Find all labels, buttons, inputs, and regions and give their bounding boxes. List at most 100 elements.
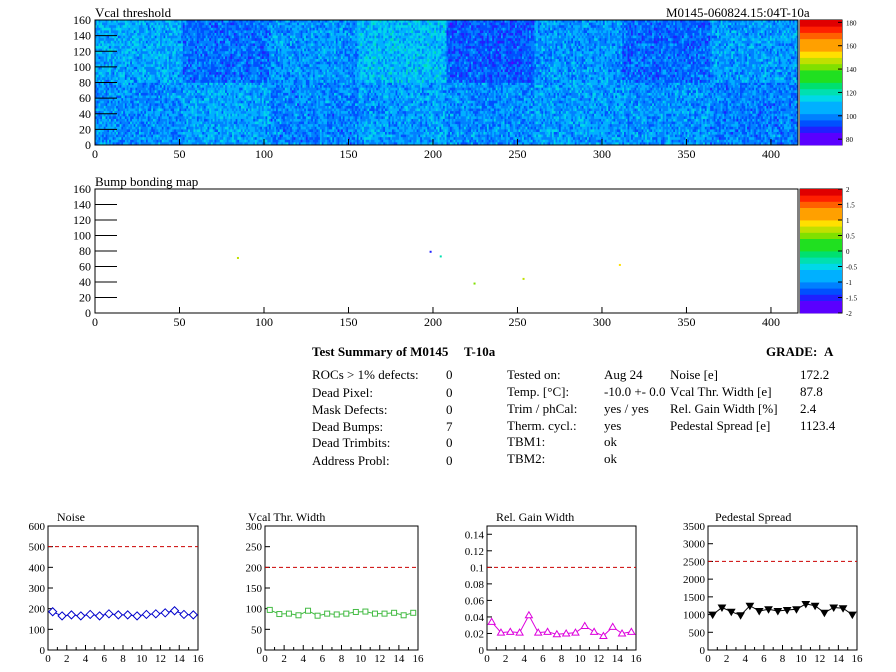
x-tick-label: 150 [339, 147, 357, 161]
y-tick-label: 250 [246, 542, 263, 554]
data-point [188, 610, 199, 620]
data-point [362, 608, 369, 615]
series-line [52, 610, 194, 617]
bump-colorbar-band [800, 306, 842, 314]
plot-title: Vcal Thr. Width [248, 510, 325, 524]
x-tick-label: 400 [762, 315, 780, 329]
bump-colorbar-band [800, 232, 842, 239]
x-tick-label: 10 [355, 653, 367, 665]
colorbar-tick-label: 160 [846, 43, 857, 51]
bump-colorbar-band [800, 238, 842, 246]
data-point [179, 609, 189, 620]
vcal-colorbar-band [800, 82, 842, 90]
vcal-colorbar-band [800, 32, 842, 40]
data-point [515, 628, 524, 636]
x-tick-label: 8 [120, 653, 126, 665]
y-tick-label: 0 [479, 645, 485, 657]
bump-colorbar-band [800, 269, 842, 277]
data-point [626, 627, 636, 635]
condition-label: TBM1: [507, 434, 546, 449]
plot-frame [94, 188, 799, 314]
data-point [533, 628, 543, 636]
x-tick-label: 10 [136, 653, 148, 665]
y-tick-label: 0.1 [470, 562, 484, 574]
y-tick-label: 0 [40, 645, 46, 657]
condition-label: Temp. [°C]: [507, 384, 570, 399]
data-point [400, 612, 407, 619]
x-tick-label: 250 [508, 147, 526, 161]
x-tick-label: 8 [339, 653, 345, 665]
colorbar-tick-label: -2 [846, 310, 852, 318]
x-tick-label: 150 [339, 315, 357, 329]
x-tick-label: 6 [761, 653, 767, 665]
y-tick-label: 0.06 [465, 595, 485, 607]
colorbar-tick-label: 1 [846, 217, 850, 225]
x-tick-label: 300 [593, 147, 611, 161]
roc-block [270, 82, 359, 146]
data-point [599, 631, 608, 639]
y-tick-label: 20 [79, 291, 91, 305]
data-point [820, 609, 829, 618]
dead-bump-pixel [439, 255, 442, 258]
result-label: Vcal Thr. Width [e] [670, 384, 772, 399]
data-point [391, 609, 398, 616]
x-tick-label: 2 [281, 653, 287, 665]
data-point [113, 610, 124, 620]
vcal-colorbar-band [800, 57, 842, 65]
x-tick-label: 10 [796, 653, 808, 665]
vcal-colorbar-band [800, 63, 842, 71]
data-point [782, 606, 792, 615]
bump-colorbar-band [800, 220, 842, 227]
grade-label: GRADE: [766, 344, 818, 359]
data-point [496, 628, 506, 636]
x-tick-label: 4 [83, 653, 89, 665]
y-tick-label: 1000 [683, 610, 706, 622]
condition-label: Tested on: [507, 367, 561, 382]
data-point [801, 600, 811, 609]
x-tick-label: 6 [102, 653, 108, 665]
vcal-colorbar-band [800, 38, 842, 46]
bump-colorbar-band [800, 282, 842, 289]
data-point [266, 606, 273, 613]
y-tick-label: 160 [73, 13, 91, 27]
plot-frame [47, 525, 199, 651]
y-tick-label: 140 [73, 29, 91, 43]
bump-colorbar-band [800, 300, 842, 308]
vcal-colorbar-band [800, 95, 842, 102]
data-point [717, 604, 727, 612]
bump-map-title: Bump bonding map [95, 174, 199, 189]
colorbar-tick-label: -1.5 [846, 295, 858, 303]
x-tick-label: 12 [374, 653, 385, 665]
series-line [712, 603, 853, 616]
y-tick-label: 0 [257, 645, 263, 657]
vcal-colorbar-band [800, 138, 842, 146]
x-tick-label: 300 [593, 315, 611, 329]
x-tick-label: 16 [631, 653, 643, 665]
defect-label: Mask Defects: [312, 402, 388, 417]
vcal-colorbar-band [800, 51, 842, 58]
vcal-colorbar-band [800, 70, 842, 77]
x-tick-label: 0 [262, 653, 268, 665]
roc-parameter-plot: Noise 0 2 4 6 8 10 12 14 16 0 100 200 300 400 500 600 [29, 510, 205, 665]
y-tick-label: 0 [85, 138, 91, 152]
bump-colorbar-band [800, 288, 842, 295]
x-tick-label: 200 [424, 315, 442, 329]
result-value: 172.2 [800, 367, 830, 382]
x-tick-label: 8 [559, 653, 565, 665]
defect-value: 7 [446, 419, 453, 434]
data-point [141, 609, 152, 620]
data-point [764, 606, 773, 614]
bump-colorbar-band [800, 195, 842, 202]
roc-block [95, 82, 184, 146]
y-tick-label: 100 [73, 229, 91, 243]
data-point [838, 605, 848, 613]
bump-colorbar-band [800, 275, 842, 283]
y-tick-label: 600 [29, 521, 46, 533]
data-point [352, 608, 359, 615]
roc-block [622, 82, 711, 146]
condition-label: Therm. cycl.: [507, 418, 577, 433]
y-tick-label: 0.14 [465, 529, 485, 541]
x-tick-label: 12 [155, 653, 166, 665]
x-tick-label: 16 [413, 653, 425, 665]
defect-label: Dead Pixel: [312, 385, 374, 400]
